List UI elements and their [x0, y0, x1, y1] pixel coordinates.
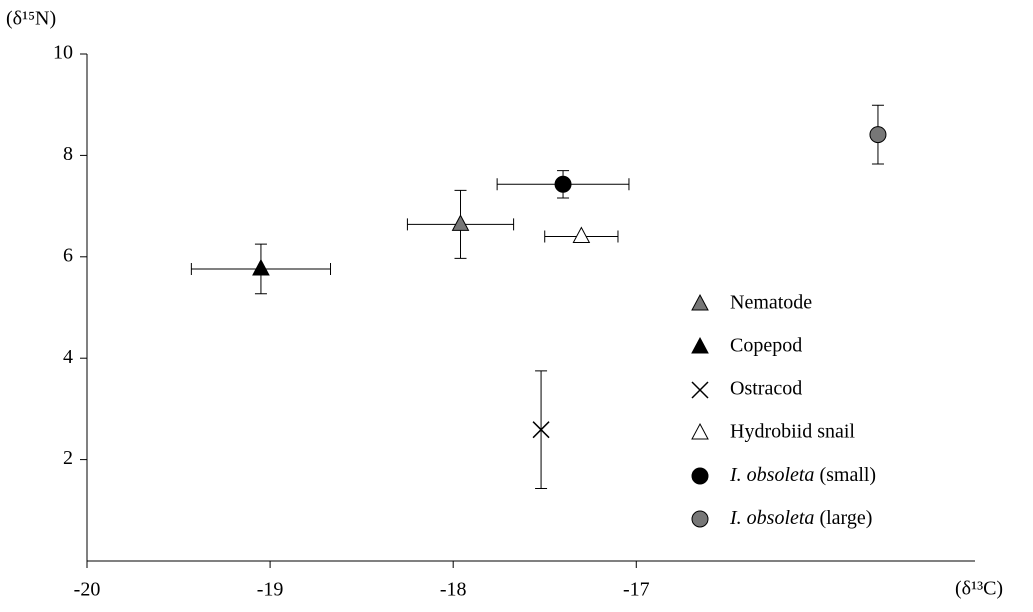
point [869, 126, 887, 144]
y-tick-label: 10 [53, 42, 73, 64]
legend-label: Copepod [730, 335, 802, 357]
point [532, 421, 550, 439]
x-tick-label: -19 [257, 579, 284, 601]
legend-marker [691, 293, 709, 311]
legend-label-italic: I. obsoleta [729, 464, 814, 486]
legend-marker [691, 336, 709, 354]
legend-marker [691, 422, 709, 440]
x-axis-label: (δ¹³C) [955, 578, 1003, 600]
point [451, 214, 470, 231]
x-tick-label: -20 [74, 579, 101, 601]
point [554, 175, 572, 193]
y-axis-label: (δ¹⁵N) [6, 8, 56, 30]
point [252, 258, 270, 276]
legend-label-italic: I. obsoleta [729, 507, 814, 529]
legend-label-rest: (large) [814, 507, 872, 529]
legend-marker [691, 381, 709, 399]
x-tick-label: -18 [440, 579, 467, 601]
legend-label: I. obsoleta (small) [729, 464, 876, 486]
legend-label: Nematode [730, 292, 812, 314]
legend-marker [691, 510, 709, 528]
x-tick-label: -17 [623, 579, 650, 601]
y-tick-label: 4 [63, 346, 73, 368]
point [572, 226, 591, 244]
y-tick-label: 8 [63, 143, 73, 165]
legend-label: Hydrobiid snail [730, 421, 855, 443]
legend-label: I. obsoleta (large) [729, 507, 872, 529]
y-tick-label: 6 [63, 244, 73, 266]
legend-label: Ostracod [730, 378, 802, 400]
y-tick-label: 2 [63, 447, 73, 469]
legend-marker [691, 467, 709, 485]
legend-label-rest: (small) [814, 464, 876, 486]
